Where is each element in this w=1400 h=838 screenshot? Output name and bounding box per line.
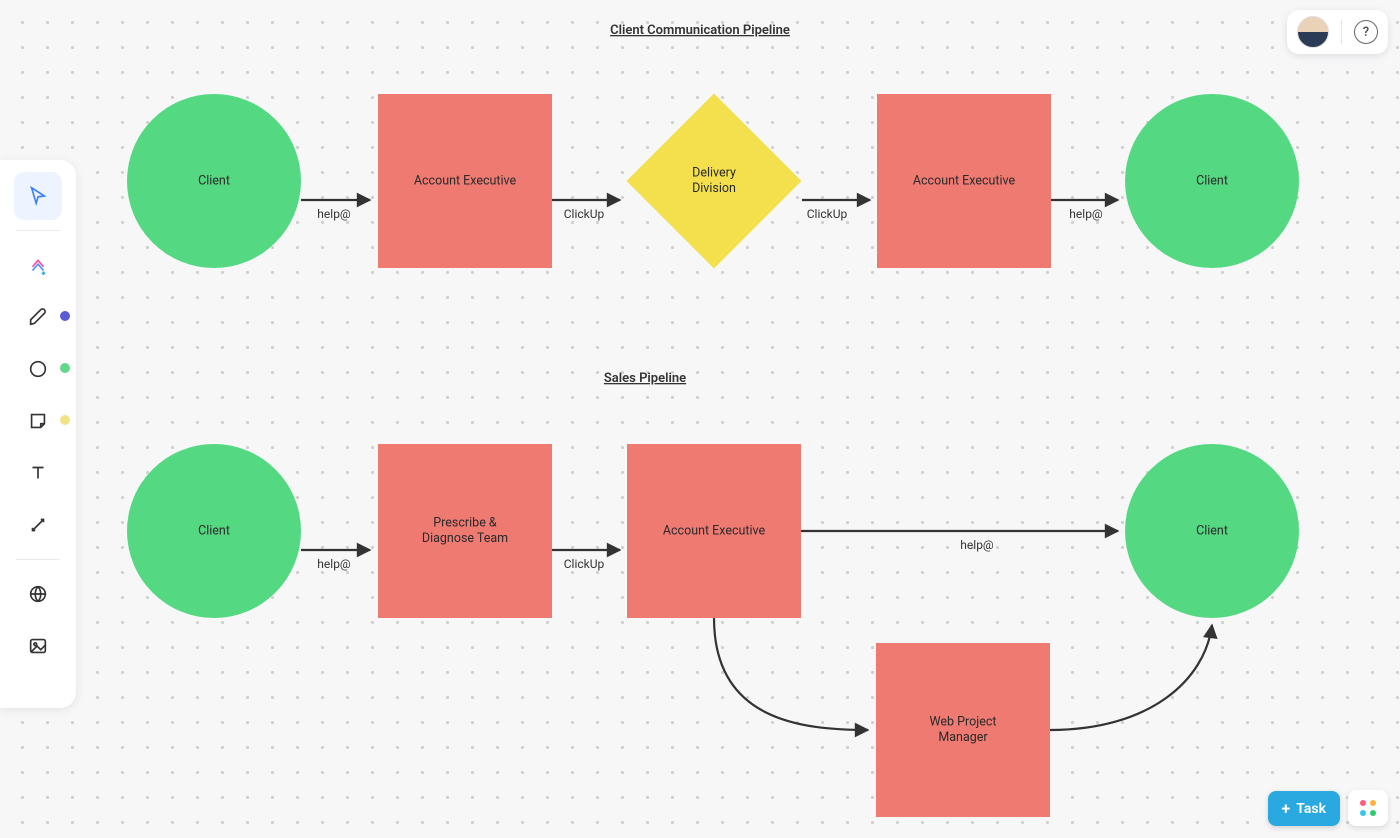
- node-label: DeliveryDivision: [692, 165, 736, 196]
- node-label: Client: [198, 523, 230, 538]
- shape-tool[interactable]: [14, 345, 62, 393]
- apps-button[interactable]: [1348, 790, 1388, 826]
- web-tool[interactable]: [14, 570, 62, 618]
- apps-icon: [1360, 800, 1376, 816]
- cursor-icon: [27, 185, 49, 207]
- text-tool[interactable]: [14, 449, 62, 497]
- flow-edge[interactable]: [714, 618, 868, 730]
- diagram-svg: help@ ClickUp ClickUp help@ help@ ClickUp help…: [0, 0, 1400, 838]
- svg-text:Client: Client: [1196, 173, 1228, 188]
- node-label: Client: [1196, 173, 1228, 188]
- diagram-title[interactable]: Client Communication Pipeline: [610, 23, 790, 38]
- help-icon[interactable]: ?: [1354, 20, 1378, 44]
- svg-text:Client: Client: [1196, 523, 1228, 538]
- svg-text:Account Executive: Account Executive: [913, 173, 1016, 188]
- node-label: Account Executive: [414, 173, 517, 188]
- svg-text:Account Executive: Account Executive: [663, 523, 766, 538]
- image-icon: [27, 635, 49, 657]
- node-label: Account Executive: [913, 173, 1016, 188]
- node-label: Client: [198, 173, 230, 188]
- ai-shape-icon: [27, 254, 49, 276]
- diagram-title[interactable]: Sales Pipeline: [604, 371, 686, 386]
- edge-label: help@: [317, 557, 351, 571]
- connector-icon: [27, 514, 49, 536]
- pen-color-dot: [60, 311, 70, 321]
- globe-icon: [27, 583, 49, 605]
- sticky-note-icon: [27, 410, 49, 432]
- circle-shape-icon: [27, 358, 49, 380]
- text-icon: [27, 462, 49, 484]
- edge-label: ClickUp: [564, 557, 605, 571]
- edge-label: ClickUp: [564, 207, 605, 221]
- svg-text:Account Executive: Account Executive: [414, 173, 517, 188]
- sticky-color-dot: [60, 415, 70, 425]
- node-label: Prescribe &Diagnose Team: [422, 515, 508, 546]
- task-button-label: Task: [1296, 801, 1326, 817]
- svg-text:Delivery: Delivery: [692, 165, 736, 180]
- node-label: Account Executive: [663, 523, 766, 538]
- svg-text:Client: Client: [198, 523, 230, 538]
- svg-text:Manager: Manager: [938, 730, 988, 745]
- edge-label: help@: [317, 207, 351, 221]
- svg-text:Client: Client: [198, 173, 230, 188]
- edge-label: help@: [1069, 207, 1103, 221]
- edge-label: help@: [960, 538, 994, 552]
- shape-color-dot: [60, 363, 70, 373]
- divider: [1341, 20, 1342, 44]
- left-toolbar: [0, 160, 76, 708]
- svg-text:Prescribe &: Prescribe &: [433, 515, 497, 530]
- sticky-note-tool[interactable]: [14, 397, 62, 445]
- pen-icon: [27, 306, 49, 328]
- svg-text:Division: Division: [692, 181, 736, 196]
- pen-tool[interactable]: [14, 293, 62, 341]
- user-card: ?: [1287, 10, 1388, 54]
- flow-edge[interactable]: [1050, 625, 1212, 730]
- plus-icon: +: [1282, 799, 1291, 818]
- task-button[interactable]: + Task: [1268, 791, 1340, 826]
- cursor-tool[interactable]: [14, 172, 62, 220]
- node-label: Client: [1196, 523, 1228, 538]
- connector-tool[interactable]: [14, 501, 62, 549]
- image-tool[interactable]: [14, 622, 62, 670]
- node-label: Web ProjectManager: [929, 714, 996, 745]
- ai-shape-tool[interactable]: [14, 241, 62, 289]
- svg-text:Diagnose Team: Diagnose Team: [422, 531, 508, 546]
- svg-text:Web Project: Web Project: [929, 714, 996, 729]
- whiteboard-canvas[interactable]: help@ ClickUp ClickUp help@ help@ ClickUp help…: [0, 0, 1400, 838]
- avatar[interactable]: [1297, 16, 1329, 48]
- edge-label: ClickUp: [807, 207, 848, 221]
